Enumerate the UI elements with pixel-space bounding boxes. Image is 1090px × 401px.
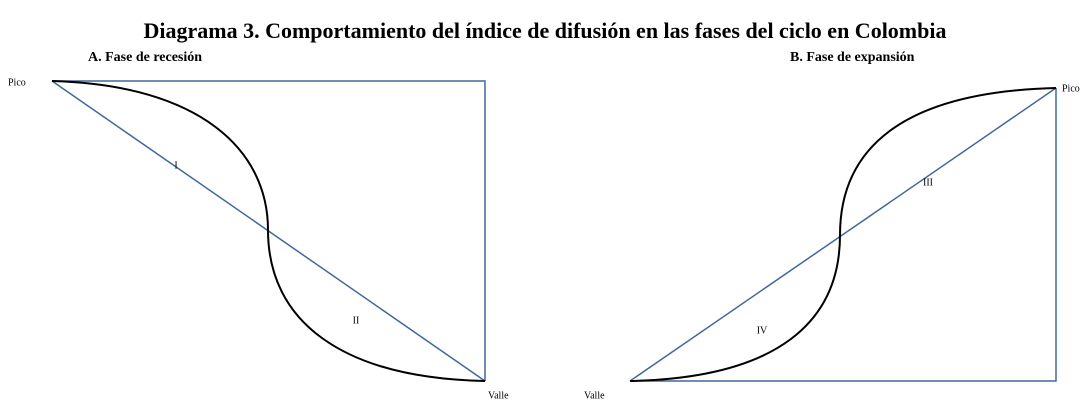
panel-a: A. Fase de recesión Pico Valle I II — [8, 50, 509, 401]
panel-b: B. Fase de expansión Pico Valle III IV — [584, 50, 1080, 401]
diffusion-curve — [51, 80, 486, 382]
region-label: III — [923, 177, 933, 188]
trough-label: Valle — [584, 390, 605, 401]
diagonal — [629, 87, 1057, 382]
trough-label: Valle — [488, 390, 509, 401]
region-label: IV — [757, 325, 768, 336]
title: Diagrama 3. Comportamiento del índice de… — [144, 18, 947, 43]
frame — [52, 80, 486, 381]
diffusion-curve — [629, 87, 1057, 382]
peak-label: Pico — [8, 77, 26, 88]
peak-label: Pico — [1062, 83, 1080, 94]
frame — [630, 88, 1057, 382]
subtitle: A. Fase de recesión — [88, 50, 202, 65]
subtitle: B. Fase de expansión — [790, 50, 915, 65]
region-label: II — [353, 315, 360, 326]
region-label: I — [174, 160, 177, 171]
